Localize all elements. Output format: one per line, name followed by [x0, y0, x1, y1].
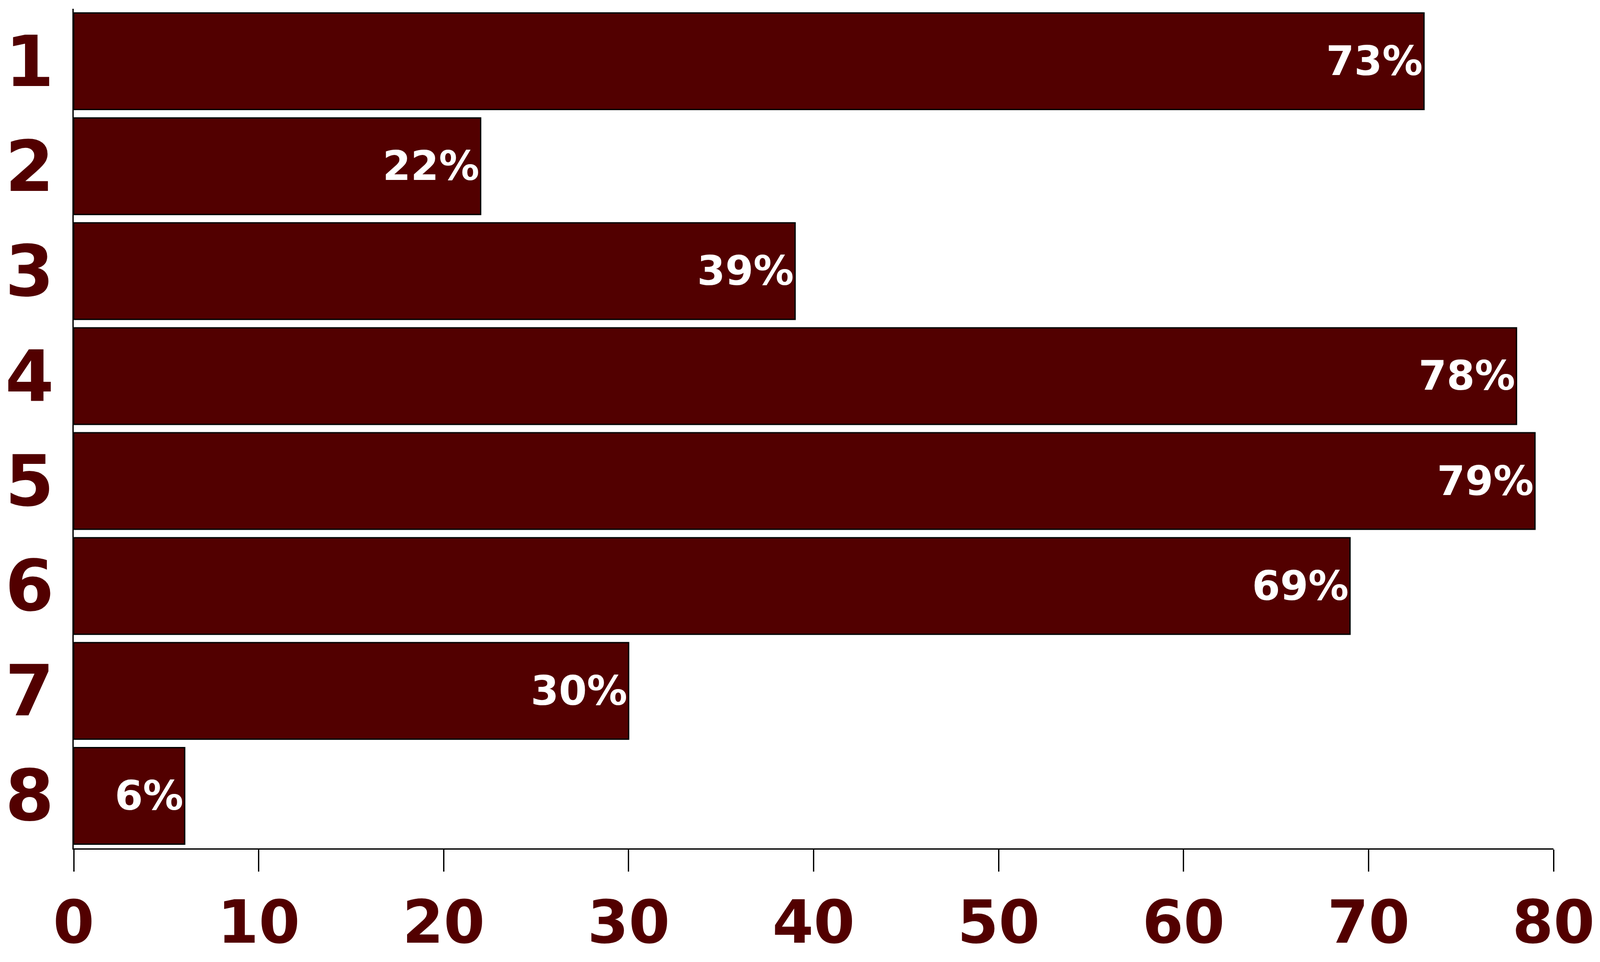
svg-text:30%: 30%: [530, 667, 628, 715]
svg-text:78%: 78%: [1418, 352, 1515, 400]
svg-text:30: 30: [587, 887, 670, 957]
svg-text:80: 80: [1512, 887, 1595, 957]
svg-text:1: 1: [5, 20, 54, 103]
svg-text:70: 70: [1327, 887, 1410, 957]
svg-text:60: 60: [1142, 887, 1225, 957]
svg-text:39%: 39%: [697, 247, 794, 295]
svg-text:40: 40: [772, 887, 856, 957]
svg-text:20: 20: [402, 887, 485, 957]
svg-text:50: 50: [957, 887, 1040, 957]
svg-text:5: 5: [5, 440, 54, 523]
svg-text:4: 4: [5, 335, 54, 418]
svg-text:69%: 69%: [1252, 562, 1349, 610]
svg-text:10: 10: [217, 887, 301, 957]
svg-text:6: 6: [5, 544, 54, 627]
svg-text:79%: 79%: [1437, 457, 1534, 505]
svg-text:8: 8: [5, 754, 54, 837]
svg-text:0: 0: [53, 887, 95, 957]
svg-text:73%: 73%: [1326, 37, 1423, 85]
svg-text:6%: 6%: [114, 772, 184, 820]
svg-text:3: 3: [5, 230, 54, 313]
svg-text:22%: 22%: [382, 142, 480, 190]
svg-text:7: 7: [5, 649, 54, 732]
svg-text:2: 2: [5, 125, 54, 208]
